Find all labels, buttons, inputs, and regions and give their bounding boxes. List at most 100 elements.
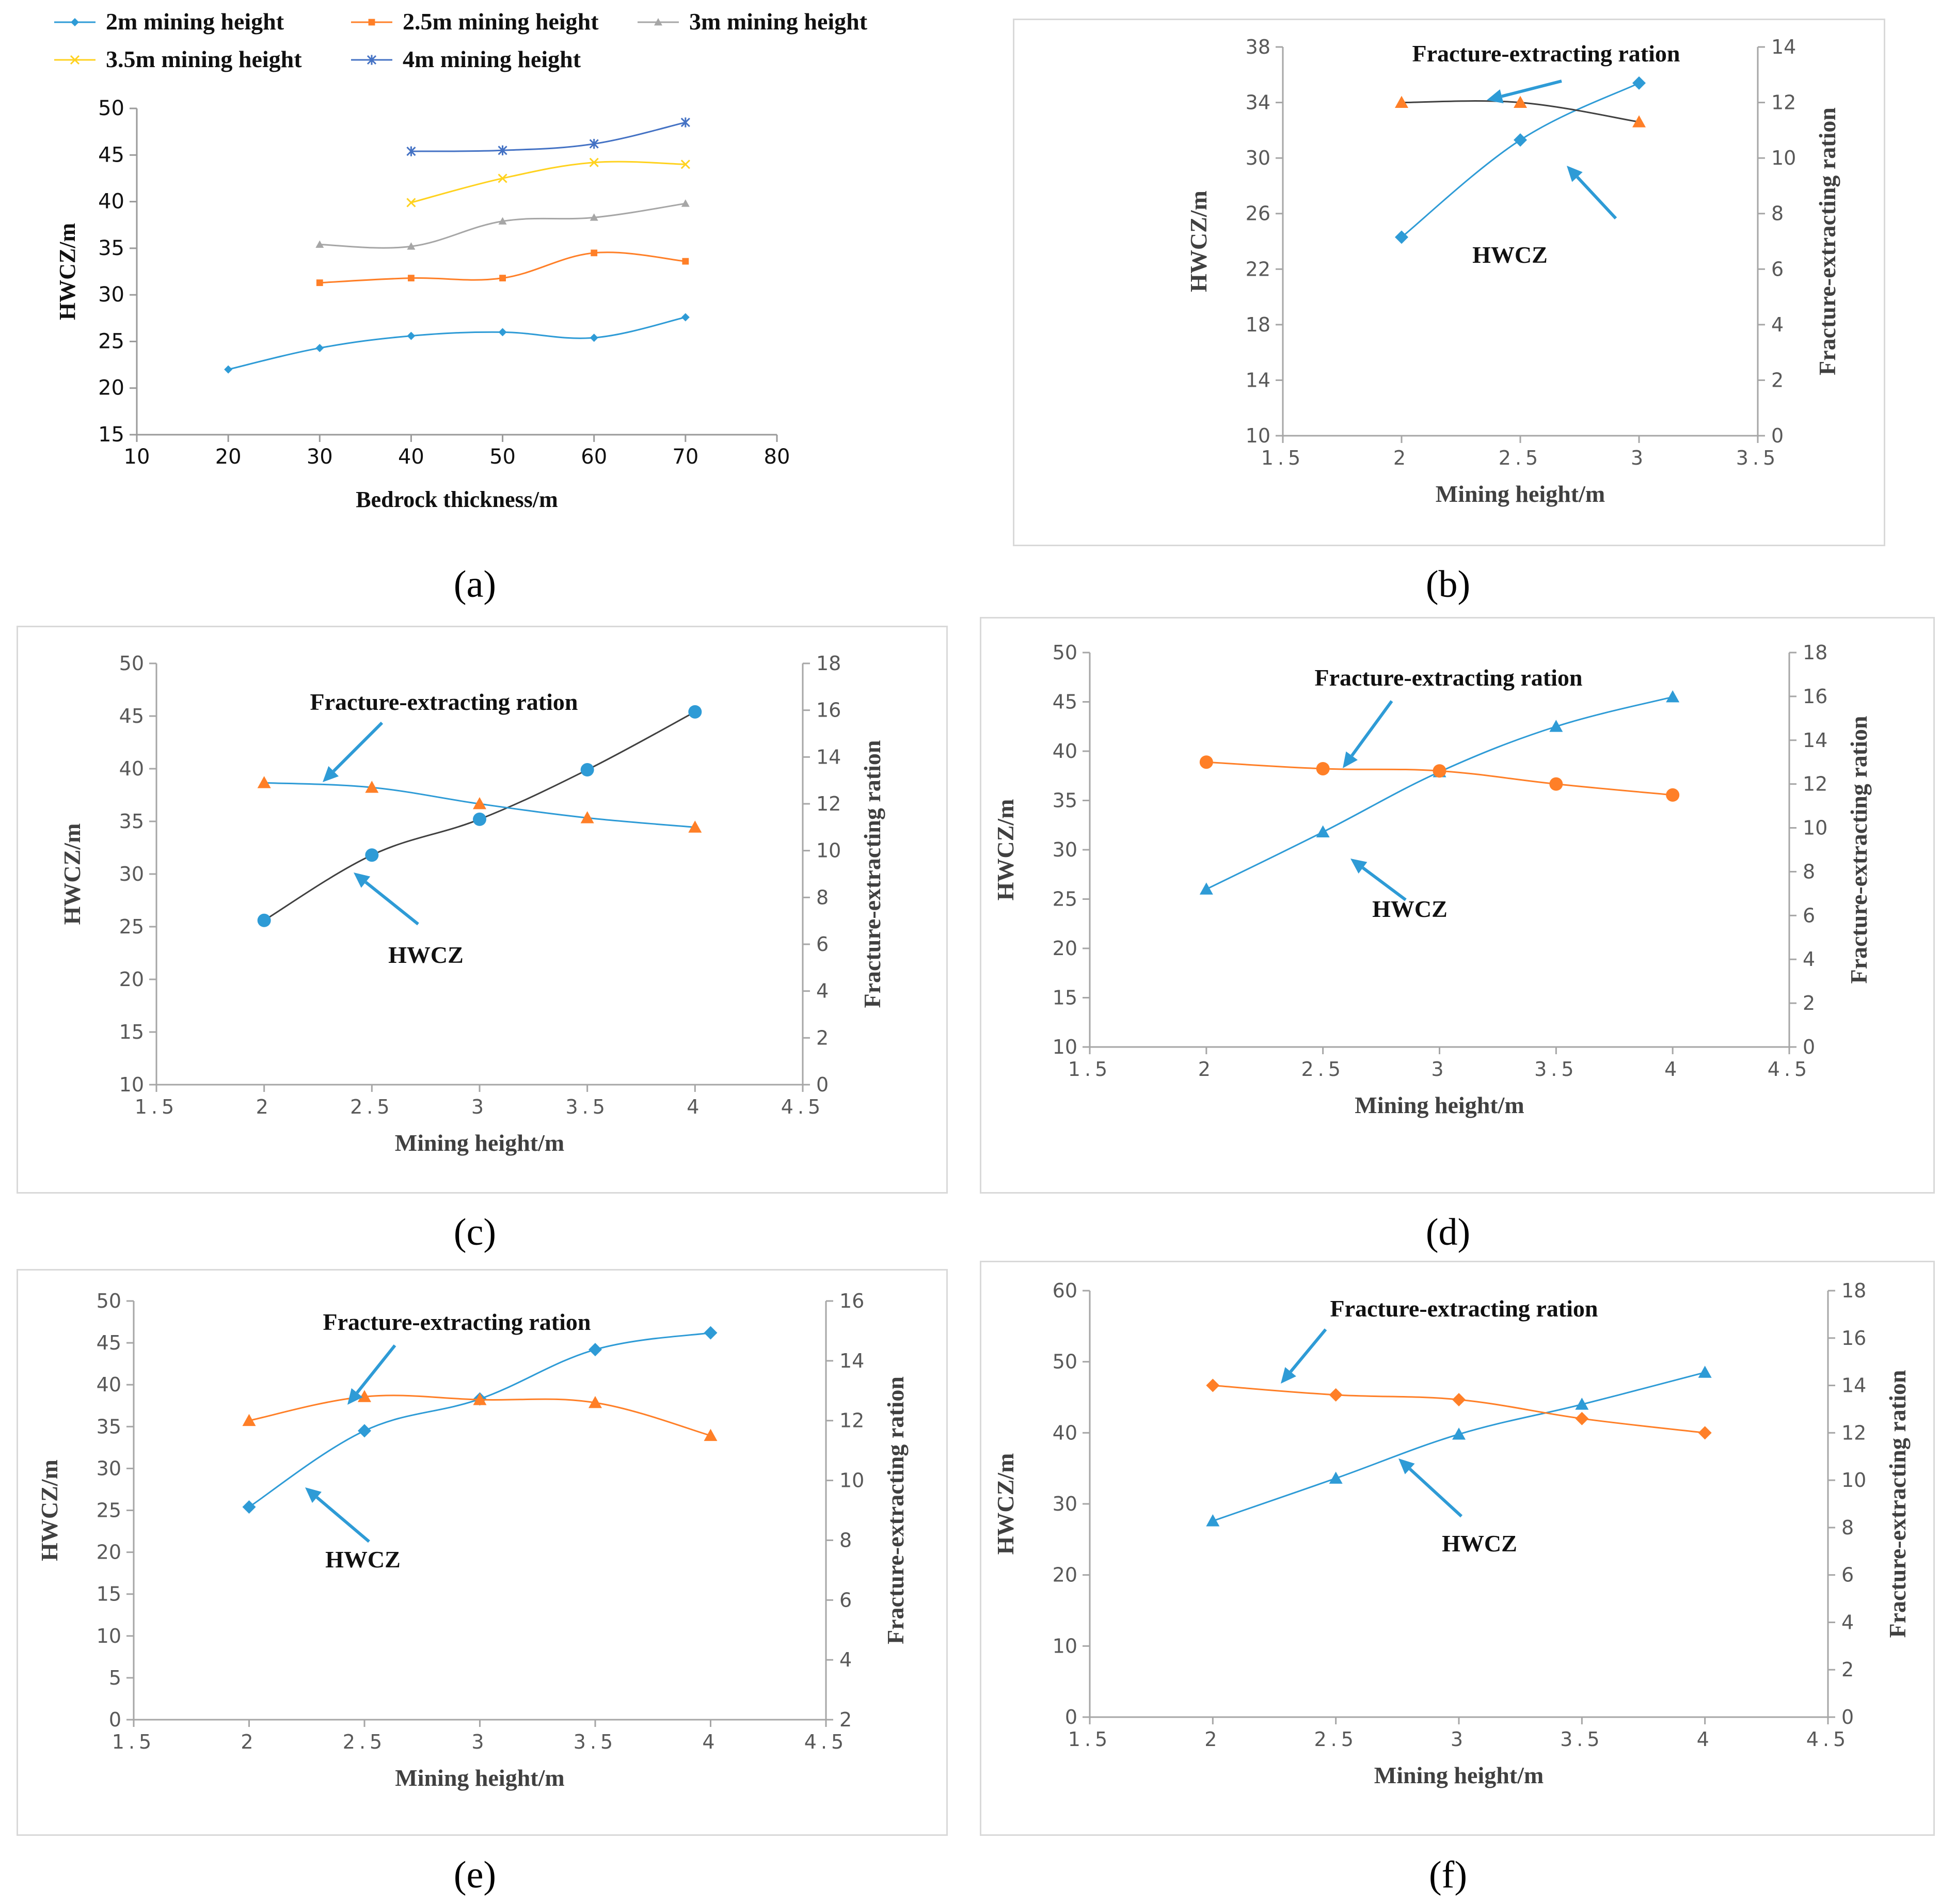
y-tick-label: 34 <box>1246 91 1270 114</box>
data-point <box>498 217 507 225</box>
x-tick-label: 2 <box>1393 447 1410 469</box>
chart-panel-d: 10 15 20 25 30 35 40 45 50 0 2 4 6 8 10 12 14 16 18 1.5 2 2.5… <box>980 617 1935 1194</box>
legend-label: 2.5m mining height <box>403 8 599 35</box>
x-axis-title: Mining height/m <box>1374 1762 1544 1788</box>
y-tick-label: 45 <box>97 1331 121 1354</box>
y2-tick-label: 14 <box>839 1350 864 1372</box>
y2-tick-label: 0 <box>1841 1706 1854 1728</box>
y2-tick-label: 4 <box>1771 313 1784 336</box>
data-point <box>589 1395 602 1408</box>
caption-f: (f) <box>1429 1854 1467 1896</box>
data-point <box>688 705 702 719</box>
x-tick-label: 2.5 <box>1301 1058 1344 1081</box>
y-tick-label: 40 <box>98 190 124 214</box>
y2-tick-label: 12 <box>816 792 841 815</box>
y-tick-label: 50 <box>98 97 124 120</box>
data-point <box>680 117 690 128</box>
x-tick-label: 10 <box>124 445 150 469</box>
annotation-ratio-arrow <box>347 1344 396 1405</box>
caption-d: (d) <box>1425 1211 1471 1254</box>
data-point <box>1666 690 1680 703</box>
y-axis-title: HWCZ/m <box>992 1453 1019 1555</box>
x-tick-label: 1.5 <box>135 1096 178 1118</box>
y-tick-label: 45 <box>98 143 124 167</box>
y-tick-label: 25 <box>97 1499 121 1522</box>
x-tick-label: 4 <box>702 1731 719 1753</box>
x-tick-label: 2.5 <box>350 1096 393 1118</box>
plot-c: 10 15 20 25 30 35 40 45 50 0 2 4 6 8 10 12 14 16 18 1.5 2 2.5… <box>59 652 885 1156</box>
y2-tick-label: 6 <box>1841 1564 1854 1586</box>
x-axis-title: Bedrock thickness/m <box>356 487 558 512</box>
data-point <box>406 146 416 156</box>
data-point <box>257 913 271 927</box>
y2-tick-label: 8 <box>1803 860 1815 883</box>
data-point <box>224 365 233 374</box>
data-point <box>1433 764 1446 778</box>
data-point <box>1632 115 1646 128</box>
y-tick-label: 40 <box>119 757 144 780</box>
data-point <box>1395 96 1408 108</box>
y-tick-label: 10 <box>119 1073 144 1096</box>
data-point <box>704 1429 718 1441</box>
x-tick-label: 2 <box>1204 1728 1221 1751</box>
data-point <box>242 1414 256 1426</box>
data-point <box>358 1424 371 1438</box>
y-tick-label: 35 <box>97 1415 121 1438</box>
y-tick-label: 30 <box>1053 838 1077 861</box>
data-point <box>1206 1514 1220 1527</box>
data-point <box>1395 230 1408 244</box>
plot-e: 0 5 10 15 20 25 30 35 40 45 50 2 4 6 8 10 12 14 16 1.5 2 2.5 3… <box>36 1290 909 1791</box>
y-tick-label: 45 <box>119 705 144 727</box>
data-point <box>1514 96 1527 108</box>
y-tick-label: 25 <box>98 329 124 353</box>
x-tick-label: 70 <box>672 445 698 469</box>
data-point <box>498 173 507 183</box>
y2-tick-label: 0 <box>1803 1036 1815 1058</box>
y2-tick-label: 2 <box>1803 992 1815 1014</box>
data-point <box>365 848 379 862</box>
x-tick-label: 2 <box>1198 1058 1215 1081</box>
x-tick-label: 1.5 <box>112 1731 155 1753</box>
y-tick-label: 20 <box>1053 937 1077 960</box>
chart-a: 15 20 25 30 35 40 45 50 10 20 30 40 50 60 70 80 Bedrock … <box>54 8 868 512</box>
y-axis-title: HWCZ/m <box>36 1459 62 1561</box>
series-line-3 <box>320 202 686 249</box>
x-tick-label: 4.5 <box>804 1731 848 1753</box>
data-point <box>407 242 416 250</box>
data-point <box>1666 788 1680 802</box>
data-point <box>590 334 598 342</box>
y2-tick-label: 18 <box>1841 1279 1866 1302</box>
y2-tick-label: 8 <box>839 1529 852 1551</box>
data-point <box>1329 1471 1343 1484</box>
x-tick-label: 1.5 <box>1068 1728 1111 1751</box>
x-axis-title: Mining height/m <box>395 1765 564 1791</box>
y-tick-label: 18 <box>1246 313 1270 336</box>
data-point <box>406 198 416 208</box>
y-tick-label: 10 <box>1053 1036 1077 1058</box>
y-tick-label: 50 <box>119 652 144 675</box>
data-point <box>499 275 506 282</box>
annotation-hwcz-arrow <box>1398 1458 1463 1518</box>
y2-tick-label: 10 <box>1841 1469 1866 1492</box>
x-tick-label: 2 <box>256 1096 273 1118</box>
y-tick-label: 10 <box>1053 1635 1077 1657</box>
y2-axis-title: Fracture-extracting ration <box>1884 1370 1911 1638</box>
data-point <box>1698 1366 1712 1378</box>
y2-tick-label: 0 <box>816 1073 829 1096</box>
y2-tick-label: 2 <box>816 1026 829 1049</box>
data-point <box>473 812 486 826</box>
y2-tick-label: 4 <box>1841 1611 1854 1633</box>
annotation-hwcz-arrow <box>305 1487 370 1543</box>
annotation-ratio-arrow <box>323 721 384 782</box>
data-point <box>498 145 507 155</box>
y2-axis-title: Fracture-extracting ration <box>1814 107 1840 375</box>
y-tick-label: 0 <box>109 1708 121 1731</box>
data-point <box>1199 882 1213 895</box>
legend-marker <box>368 19 375 26</box>
y-tick-label: 40 <box>1053 740 1077 763</box>
y-tick-label: 14 <box>1246 369 1270 391</box>
x-tick-label: 4.5 <box>1806 1728 1850 1751</box>
data-point <box>1316 761 1330 775</box>
legend-label: 2m mining height <box>106 8 284 35</box>
annotation-ratio: Fracture-extracting ration <box>1330 1295 1598 1322</box>
